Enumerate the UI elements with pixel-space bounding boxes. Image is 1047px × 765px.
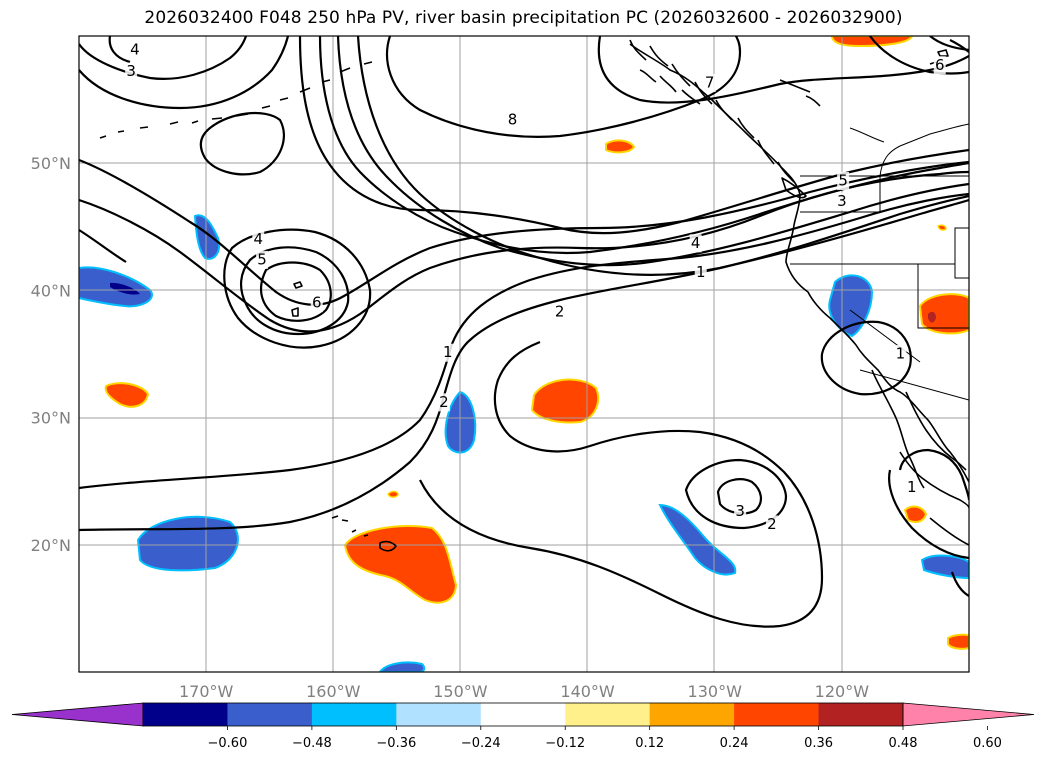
precip-patch [658, 503, 737, 576]
contour-label-background [437, 393, 450, 412]
map-frame [78, 35, 970, 673]
contour-label-background [905, 478, 918, 497]
contour-label: 2 [439, 393, 449, 411]
colorbar-frame [142, 702, 904, 727]
lon-tick-label: 140°W [560, 682, 615, 701]
contour-label-background [694, 263, 707, 282]
colorbar-tick-labels: −0.60 −0.48 −0.36 −0.24 −0.12 0.12 0.24 0.36 0.4… [208, 726, 1002, 751]
colorbar-segment [227, 703, 313, 726]
contour-label: 5 [838, 172, 848, 190]
contour-label-background [128, 40, 141, 59]
contour-label-background [553, 303, 566, 322]
contour-label: 4 [130, 40, 140, 58]
colorbar-segment [311, 703, 397, 726]
lat-tick-label: 20°N [31, 536, 71, 555]
colorbar-tick-label: 0.48 [889, 736, 918, 751]
contour-label-background [506, 110, 519, 129]
colorbar [11, 702, 1035, 727]
contour-label: 8 [508, 110, 518, 128]
precip-patch [530, 378, 600, 424]
contour-label-background [765, 515, 778, 534]
contour-label: 2 [767, 515, 777, 533]
contour-label: 4 [253, 230, 263, 248]
lat-tick-label: 50°N [31, 154, 71, 173]
longitude-tick-labels: 170°W 160°W 150°W 140°W 130°W 120°W [179, 682, 869, 701]
contour-label-background [734, 502, 747, 521]
colorbar-tick-label: 0.12 [635, 736, 664, 751]
contour-label-background [933, 56, 946, 75]
precip-patch [918, 293, 969, 335]
figure-title: 2026032400 F048 250 hPa PV, river basin … [144, 8, 903, 28]
contour-label-background [310, 294, 323, 313]
colorbar-segment [396, 703, 482, 726]
colorbar-segment [649, 703, 735, 726]
colorbar-segment [480, 703, 566, 726]
colorbar-tick-label: −0.12 [545, 736, 585, 751]
contour-label-background [703, 74, 716, 93]
contour-label-background [256, 250, 269, 269]
precip-patch [830, 36, 914, 48]
contour-label: 7 [705, 74, 715, 92]
contour-label: 1 [696, 263, 706, 281]
contour-label-background [837, 172, 850, 191]
contour-label: 6 [935, 56, 945, 74]
lon-tick-label: 130°W [688, 682, 743, 701]
colorbar-segment [734, 703, 820, 726]
contour-label-background [835, 192, 848, 211]
colorbar-tick-label: −0.36 [376, 736, 416, 751]
contour-label: 4 [691, 234, 701, 252]
contour-label: 2 [555, 303, 565, 321]
latitude-tick-labels: 50°N 40°N 30°N 20°N [31, 154, 71, 555]
contour-label: 3 [735, 502, 745, 520]
colorbar-tick-label: 0.24 [720, 736, 749, 751]
lat-tick-label: 30°N [31, 409, 71, 428]
precip-patch-core [928, 311, 936, 323]
colorbar-extend-low [11, 702, 144, 727]
pv-contours [79, 36, 969, 628]
contour-label: 6 [312, 294, 322, 312]
map-area [79, 36, 969, 672]
map-gridlines [79, 36, 969, 672]
lon-tick-label: 170°W [179, 682, 234, 701]
precip-patch [920, 554, 969, 580]
lon-tick-label: 160°W [306, 682, 361, 701]
colorbar-segment [818, 703, 904, 726]
lon-tick-label: 120°W [815, 682, 870, 701]
contour-label: 1 [443, 343, 453, 361]
colorbar-tick-label: 0.60 [973, 736, 1002, 751]
colorbar-tick-label: 0.36 [804, 736, 833, 751]
coastlines [99, 39, 969, 552]
contour-label: 3 [837, 192, 847, 210]
precip-patch [193, 214, 220, 260]
contour-label: 3 [126, 62, 136, 80]
colorbar-tick-label: −0.48 [292, 736, 332, 751]
colorbar-segment [143, 703, 228, 726]
contour-labels: 4 3 8 7 6 5 3 4 5 6 4 1 2 1 2 3 2 1 1 [125, 40, 946, 534]
colorbar-tick-label: −0.24 [461, 736, 501, 751]
precip-patch [903, 505, 928, 523]
precip-patch [387, 490, 399, 498]
colorbar-segment [565, 703, 651, 726]
lon-tick-label: 150°W [433, 682, 488, 701]
contour-label-background [441, 343, 454, 362]
lat-tick-label: 40°N [31, 281, 71, 300]
precip-patch [937, 224, 947, 231]
precip-patch [104, 382, 150, 408]
contour-label-background [125, 62, 138, 81]
contour-label-background [252, 230, 265, 249]
precip-patch [947, 633, 969, 650]
contour-label-background [689, 234, 702, 253]
contour-label: 1 [896, 345, 906, 363]
precip-patch-core [110, 282, 140, 295]
precip-patch [605, 139, 636, 154]
contour-label: 5 [257, 250, 267, 268]
contour-label-background [894, 345, 907, 363]
colorbar-tick-label: −0.60 [208, 736, 248, 751]
political-borders [790, 123, 969, 401]
colorbar-extend-high [902, 702, 1035, 727]
contour-label: 1 [907, 478, 917, 496]
